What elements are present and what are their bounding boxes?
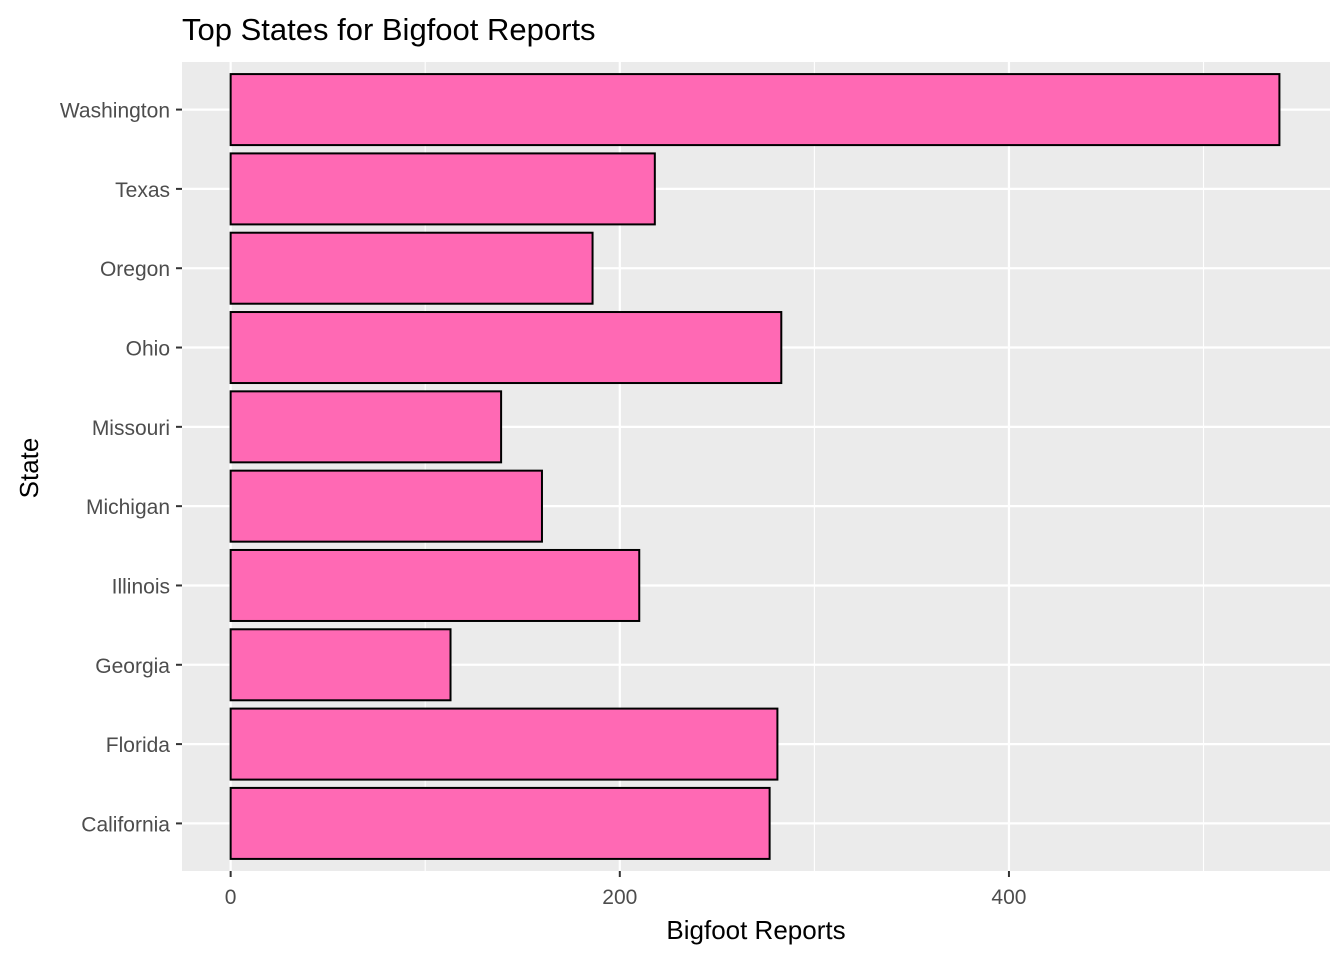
y-tick-label: Florida: [106, 734, 171, 757]
bar-washington: [229, 73, 1281, 147]
bar-california: [229, 786, 771, 860]
y-tick-label: California: [81, 813, 170, 836]
chart-title: Top States for Bigfoot Reports: [182, 12, 596, 47]
y-tick-label: Georgia: [95, 655, 170, 678]
bars: [229, 73, 1281, 860]
y-axis-title: State: [14, 438, 44, 499]
y-tick-label: Texas: [115, 179, 170, 202]
bar-georgia: [229, 628, 452, 702]
x-tick-label: 0: [225, 886, 237, 909]
bar-ohio: [229, 311, 783, 385]
x-tick-label: 400: [991, 886, 1026, 909]
x-axis-title: Bigfoot Reports: [666, 915, 845, 945]
bar-oregon: [229, 231, 594, 305]
y-tick-label: Michigan: [86, 496, 170, 519]
bar-missouri: [229, 390, 503, 464]
bar-michigan: [229, 469, 543, 543]
bar-florida: [229, 707, 779, 781]
axes: California Florida Georgia Illinois Michigan…: [60, 100, 1027, 909]
x-tick-label: 200: [602, 886, 637, 909]
y-tick-label: Missouri: [92, 417, 170, 440]
y-tick-label: Illinois: [112, 575, 170, 598]
y-tick-label: Oregon: [100, 258, 170, 281]
bar-texas: [229, 152, 656, 226]
bar-illinois: [229, 548, 641, 622]
y-tick-label: Washington: [60, 100, 170, 123]
y-tick-label: Ohio: [126, 338, 170, 361]
